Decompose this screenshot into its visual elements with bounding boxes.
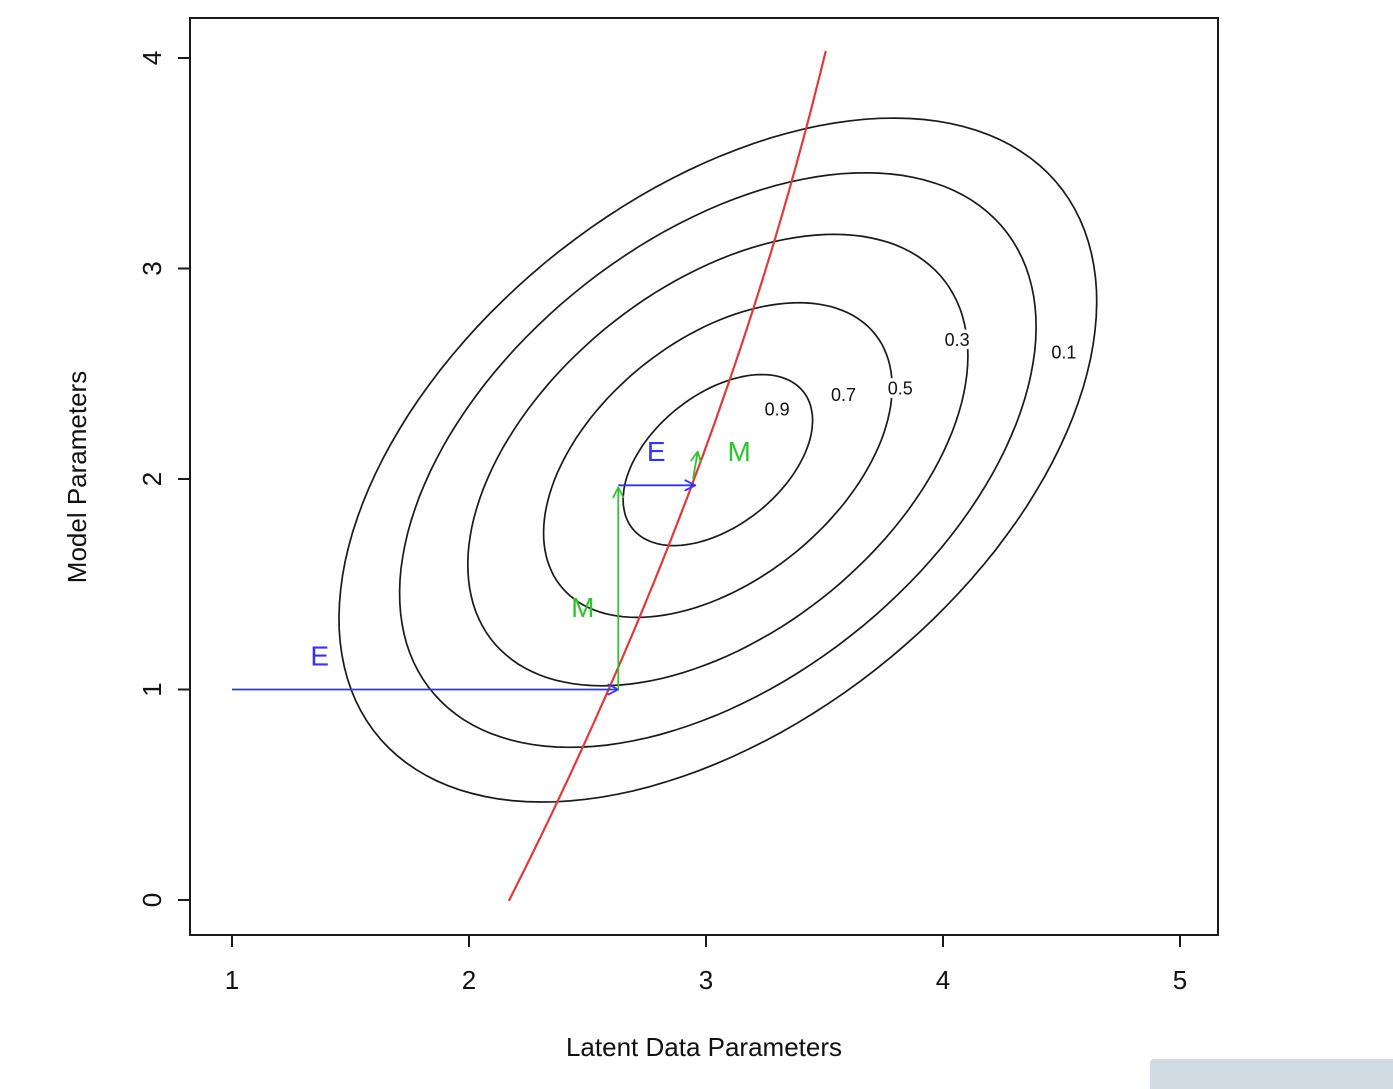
e-step-label-1: E [310, 640, 329, 671]
m-step-arrow-4 [690, 450, 702, 480]
y-tick-label: 1 [137, 682, 167, 696]
y-tick-label: 3 [137, 261, 167, 275]
contour-label-0.9: 0.9 [765, 400, 790, 420]
axes-layer: 1 2 3 4 5 0 1 2 3 4 [137, 17, 1219, 995]
corner-artifact [1150, 1059, 1393, 1089]
x-tick-label: 5 [1173, 965, 1187, 995]
contour-label-0.3: 0.3 [945, 330, 970, 350]
m-step-label-2: M [571, 592, 594, 623]
plot-box [189, 17, 1219, 936]
y-axis-title: Model Parameters [62, 371, 92, 583]
e-step-label-3: E [647, 436, 666, 467]
contour-layer: 0.9 0.7 0.5 0.3 0.1 [338, 117, 1098, 803]
y-tick-label: 2 [137, 472, 167, 486]
x-tick-label: 3 [699, 965, 713, 995]
y-tick-label: 4 [137, 51, 167, 65]
contour-ellipse-0.9 [622, 373, 814, 547]
contour-ellipse-0.5 [466, 233, 969, 687]
x-tick-label: 1 [225, 965, 239, 995]
em-steps-layer: E M E M [232, 436, 751, 696]
x-tick-label: 2 [462, 965, 476, 995]
contour-label-0.1: 0.1 [1051, 343, 1076, 363]
contour-ellipse-0.1 [338, 117, 1098, 803]
contour-ellipse-0.3 [398, 171, 1037, 749]
ridge-curve [508, 50, 827, 902]
y-tick-label: 0 [137, 893, 167, 907]
m-step-label-4: M [728, 436, 751, 467]
contour-label-0.7: 0.7 [831, 385, 856, 405]
x-axis-title: Latent Data Parameters [566, 1032, 842, 1062]
contour-label-0.5: 0.5 [888, 379, 913, 399]
ridge-curve-layer [508, 50, 827, 902]
x-tick-label: 4 [936, 965, 950, 995]
contour-ellipse-0.7 [542, 301, 893, 619]
